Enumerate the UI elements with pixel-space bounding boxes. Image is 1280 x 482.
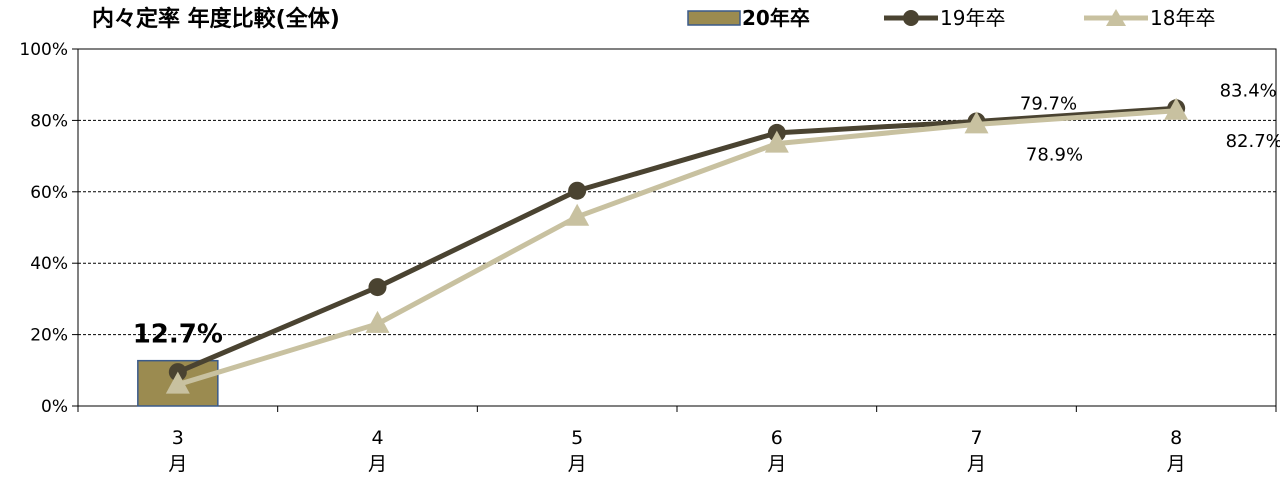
legend-label-19: 19年卒 [940, 6, 1005, 30]
point-18-2 [565, 203, 590, 226]
y-axis: 0% 20% 40% 60% 80% 100% [19, 40, 78, 417]
point-18-5 [1164, 97, 1189, 120]
data-label-18: 82.7% [1226, 131, 1280, 152]
x-tick-label-char: 8 [1170, 427, 1182, 449]
plot-frame [77, 48, 1277, 407]
point-18-4 [964, 111, 989, 134]
legend-item-18: 18年卒 [1084, 6, 1215, 30]
legend-item-20: 20年卒 [687, 6, 810, 30]
y-tick-label: 20% [30, 326, 68, 346]
y-tick-label: 0% [41, 397, 68, 417]
x-tick-label-char: 5 [571, 427, 583, 449]
x-axis: 3 月4 月5 月6 月7 月8 月 [77, 406, 1277, 475]
legend-marker-18 [1106, 9, 1126, 26]
data-label-19: 79.7% [1020, 93, 1077, 114]
x-tick-label-char: 6 [771, 427, 783, 449]
data-labels: 12.7% 79.7% 83.4% 78.9% 82.7% [133, 80, 1280, 349]
x-tick-label-char: 月 [368, 453, 387, 475]
x-tick-label-char: 月 [767, 453, 786, 475]
y-tick-label: 40% [30, 254, 68, 274]
line-19年卒 [176, 105, 1177, 375]
y-tick-label: 80% [30, 111, 68, 131]
legend: 20年卒 19年卒 18年卒 [687, 6, 1215, 30]
x-tick-label-char: 月 [568, 453, 587, 475]
x-tick-label-char: 月 [168, 453, 187, 475]
legend-swatch-bar [687, 10, 741, 26]
line-series [165, 97, 1189, 394]
legend-label-20: 20年卒 [742, 6, 810, 30]
line-18年卒 [177, 108, 1177, 387]
legend-label-18: 18年卒 [1150, 6, 1215, 30]
legend-marker-19 [903, 10, 919, 26]
point-19-1 [368, 278, 387, 297]
data-label-19: 83.4% [1220, 80, 1277, 101]
chart-title: 内々定率 年度比較(全体) [92, 6, 340, 32]
point-18-1 [365, 310, 390, 333]
gridlines [77, 48, 1277, 407]
y-tick-label: 60% [30, 183, 68, 203]
point-19-2 [568, 181, 587, 200]
x-tick-label-char: 3 [172, 427, 184, 449]
data-label-18: 78.9% [1026, 144, 1083, 165]
x-tick-label-char: 7 [970, 427, 982, 449]
data-label-20: 12.7% [133, 320, 223, 350]
x-tick-label-char: 月 [1167, 453, 1186, 475]
x-tick-label-char: 月 [967, 453, 986, 475]
x-tick-label-char: 4 [371, 427, 383, 449]
point-18-0 [165, 371, 190, 394]
point-18-3 [764, 130, 789, 153]
y-tick-label: 100% [19, 40, 68, 60]
legend-item-19: 19年卒 [884, 6, 1005, 30]
